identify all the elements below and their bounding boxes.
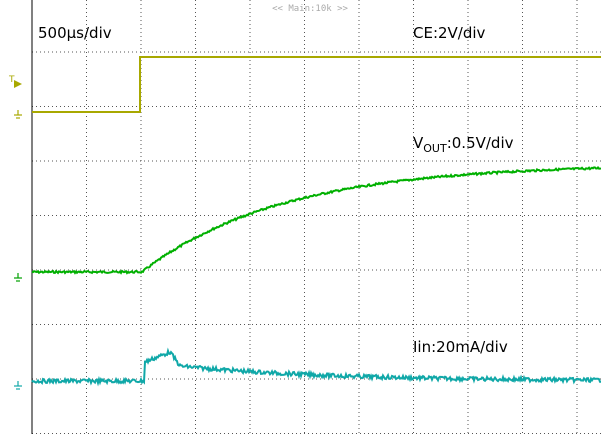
ce-label: CE:2V/div [413,24,486,42]
vout-label: VOUT:0.5V/div [413,134,514,155]
trace-ce [32,56,601,113]
trace-vout [31,166,601,275]
ground-yellow [14,110,22,119]
vout-sub: OUT [423,142,447,155]
trace-iin [31,347,601,387]
trigger-marker: T [8,75,22,88]
iin-label: Iin:20mA/div [413,338,508,356]
trigger-arrow [14,80,22,88]
vout-main: V [413,134,424,152]
trigger-t: T [8,75,15,85]
ground-green [14,273,22,282]
vout-rest: :0.5V/div [447,134,514,152]
ground-cyan [14,381,22,390]
timebase-label: 500µs/div [38,24,112,42]
zoom-title: << Main:10k >> [272,4,348,14]
